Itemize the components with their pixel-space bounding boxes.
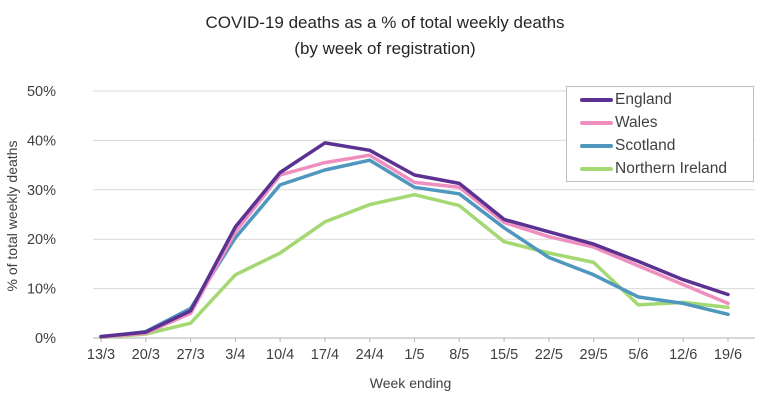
y-tick-label: 20% xyxy=(27,232,56,248)
x-tick-label: 13/3 xyxy=(87,347,115,363)
chart-title: COVID-19 deaths as a % of total weekly d… xyxy=(205,13,565,32)
legend-item-scotland: Scotland xyxy=(580,136,753,156)
legend-label: Wales xyxy=(615,113,658,131)
legend-item-england: England xyxy=(580,90,753,110)
x-tick-label: 24/4 xyxy=(356,347,384,363)
x-tick-label: 19/6 xyxy=(714,347,742,363)
legend: England Wales Scotland Northern Ireland xyxy=(566,86,754,182)
y-tick-label: 10% xyxy=(27,282,56,298)
legend-swatch-icon xyxy=(580,143,613,148)
legend-item-wales: Wales xyxy=(580,113,753,133)
chart-subtitle: (by week of registration) xyxy=(294,39,476,58)
x-tick-label: 8/5 xyxy=(449,347,469,363)
y-tick-label: 30% xyxy=(27,183,56,199)
x-axis-title: Week ending xyxy=(369,375,452,391)
legend-swatch-icon xyxy=(580,166,613,171)
legend-item-northern-ireland: Northern Ireland xyxy=(580,159,753,179)
chart-title-block: COVID-19 deaths as a % of total weekly d… xyxy=(0,10,770,61)
x-tick-label: 29/5 xyxy=(580,347,608,363)
x-tick-label: 12/6 xyxy=(669,347,697,363)
x-tick-label: 1/5 xyxy=(404,347,424,363)
y-axis-title: % of total weekly deaths xyxy=(4,140,20,292)
legend-label: England xyxy=(615,90,672,108)
y-tick-label: 50% xyxy=(27,84,56,100)
x-tick-labels: 13/3 20/3 27/3 3/4 10/4 17/4 24/4 1/5 8/5 15/5 22/… xyxy=(87,347,742,363)
x-tick-label: 27/3 xyxy=(176,347,204,363)
y-tick-label: 0% xyxy=(35,331,56,347)
series-line-northern-ireland xyxy=(99,192,730,340)
legend-swatch-icon xyxy=(580,120,613,125)
x-tick-label: 17/4 xyxy=(311,347,339,363)
series-line-scotland xyxy=(99,158,730,339)
x-tick-label: 15/5 xyxy=(490,347,518,363)
legend-swatch-icon xyxy=(580,97,613,102)
x-tick-label: 20/3 xyxy=(132,347,160,363)
series-line-wales xyxy=(99,153,730,339)
y-tick-labels: 0% 10% 20% 30% 40% 50% xyxy=(27,84,56,347)
legend-label: Northern Ireland xyxy=(615,159,728,177)
legend-label: Scotland xyxy=(615,136,676,154)
x-tick-label: 3/4 xyxy=(225,347,245,363)
x-tick-label: 10/4 xyxy=(266,347,294,363)
series-lines xyxy=(99,141,730,340)
y-tick-label: 40% xyxy=(27,133,56,149)
x-axis xyxy=(93,337,755,342)
x-tick-label: 22/5 xyxy=(535,347,563,363)
x-tick-label: 5/6 xyxy=(628,347,648,363)
series-line-england xyxy=(99,141,730,339)
